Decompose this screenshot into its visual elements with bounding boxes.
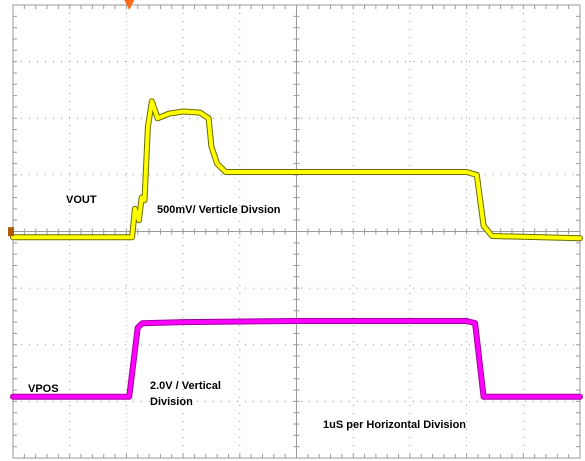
- time-scale-label: 1uS per Horizontal Division: [323, 419, 466, 431]
- traces: [10, 98, 583, 400]
- channel-level-marker-icon: [8, 227, 14, 237]
- vout-trace: [11, 99, 582, 241]
- vpos-scale-label-line2: Division: [150, 396, 193, 408]
- vpos-trace: [11, 319, 582, 399]
- vpos-label: VPOS: [28, 383, 59, 395]
- vpos-scale-label-line1: 2.0V / Vertical: [150, 380, 221, 392]
- graticule: [12, 4, 581, 459]
- vout-label: VOUT: [66, 194, 97, 206]
- markers: [8, 0, 135, 237]
- vout-scale-label: 500mV/ Verticle Divsion: [157, 204, 281, 216]
- trigger-marker-icon: [124, 0, 135, 10]
